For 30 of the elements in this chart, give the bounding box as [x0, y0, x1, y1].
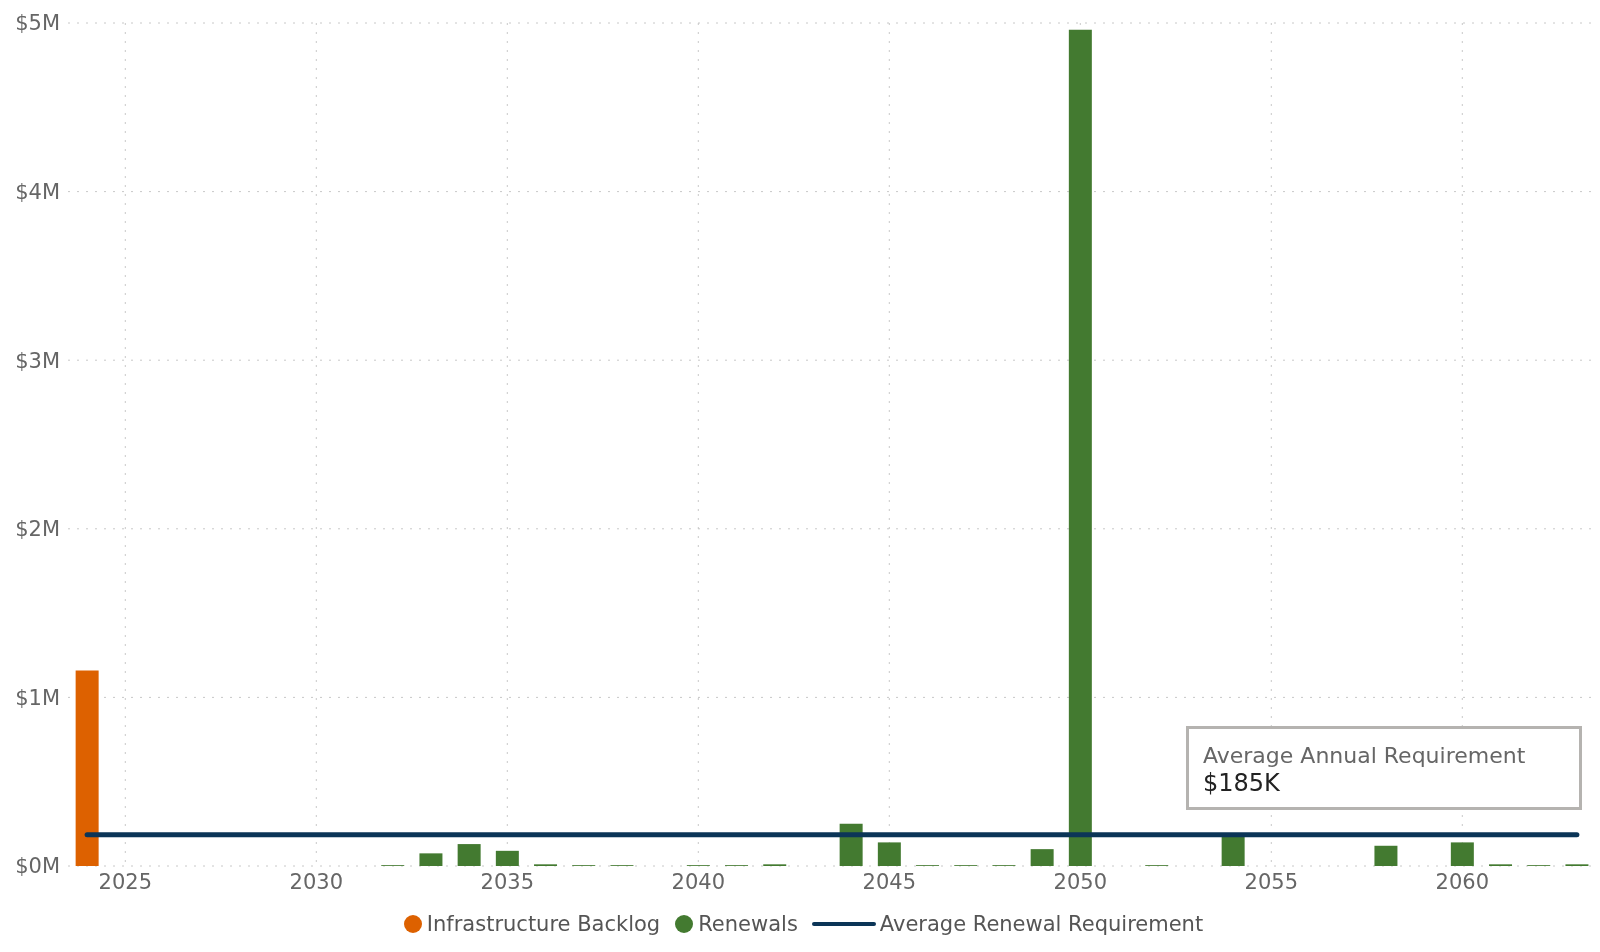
x-tick-label: 2050: [1053, 869, 1108, 894]
x-tick-label: 2035: [480, 869, 535, 894]
x-tick-label: 2040: [671, 869, 726, 894]
y-tick-label: $0M: [15, 854, 60, 879]
x-tick-label: 2055: [1244, 869, 1299, 894]
bar: [457, 844, 481, 866]
y-tick-label: $4M: [15, 180, 60, 205]
bar: [877, 842, 901, 866]
bar: [1450, 842, 1474, 866]
legend-label: Renewals: [698, 912, 798, 936]
bar: [419, 853, 443, 866]
legend-label: Infrastructure Backlog: [426, 912, 661, 936]
bar: [1030, 849, 1054, 866]
annotation: Average Annual Requirement: [1203, 743, 1527, 770]
x-tick-label: 2060: [1435, 869, 1490, 894]
y-tick-label: $3M: [15, 348, 60, 373]
y-tick-label: $5M: [15, 11, 60, 36]
annotation-box: Average Annual Requirement $185K: [1186, 726, 1582, 810]
y-tick-label: $2M: [15, 517, 60, 542]
legend-label: Average Renewal Requirement: [879, 912, 1204, 936]
y-tick-label: $1M: [15, 685, 60, 710]
bar: [75, 670, 99, 866]
bar: [495, 850, 519, 866]
x-tick-label: 2030: [289, 869, 344, 894]
bar: [1374, 845, 1398, 866]
bar: [1221, 835, 1245, 866]
x-tick-label: 2045: [862, 869, 917, 894]
x-tick-label: 2025: [98, 869, 153, 894]
annotation: $185K: [1203, 769, 1281, 799]
bar: [1068, 29, 1092, 866]
